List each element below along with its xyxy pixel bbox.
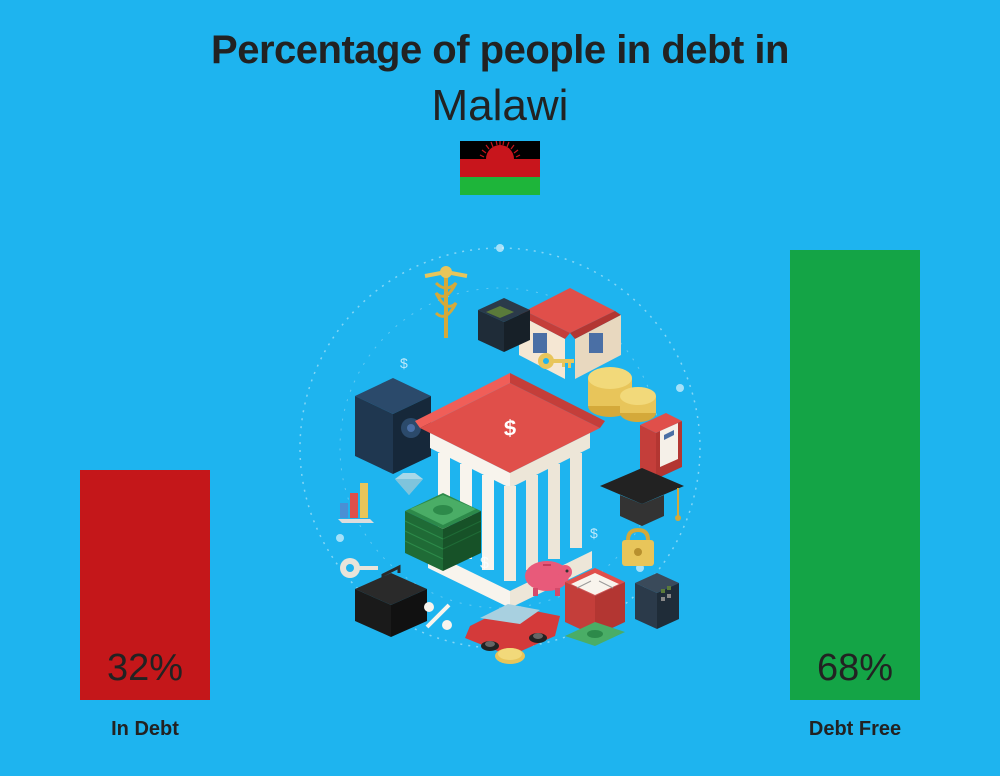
in-debt-bar-group: 32% In Debt	[80, 470, 210, 741]
malawi-flag-icon	[460, 141, 540, 195]
in-debt-value: 32%	[107, 647, 183, 690]
in-debt-bar: 32%	[80, 470, 210, 700]
page-title: Percentage of people in debt in	[0, 0, 1000, 73]
country-name: Malawi	[0, 81, 1000, 131]
debt-free-bar-group: 68% Debt Free	[790, 250, 920, 741]
svg-text:$: $	[400, 355, 408, 371]
svg-text:$: $	[590, 525, 598, 541]
svg-text:$: $	[504, 414, 516, 441]
finance-illustration: $	[280, 228, 720, 668]
debt-free-bar: 68%	[790, 250, 920, 700]
debt-free-caption: Debt Free	[809, 718, 901, 741]
in-debt-caption: In Debt	[111, 718, 179, 741]
debt-free-value: 68%	[817, 647, 893, 690]
svg-text:$: $	[480, 555, 489, 572]
